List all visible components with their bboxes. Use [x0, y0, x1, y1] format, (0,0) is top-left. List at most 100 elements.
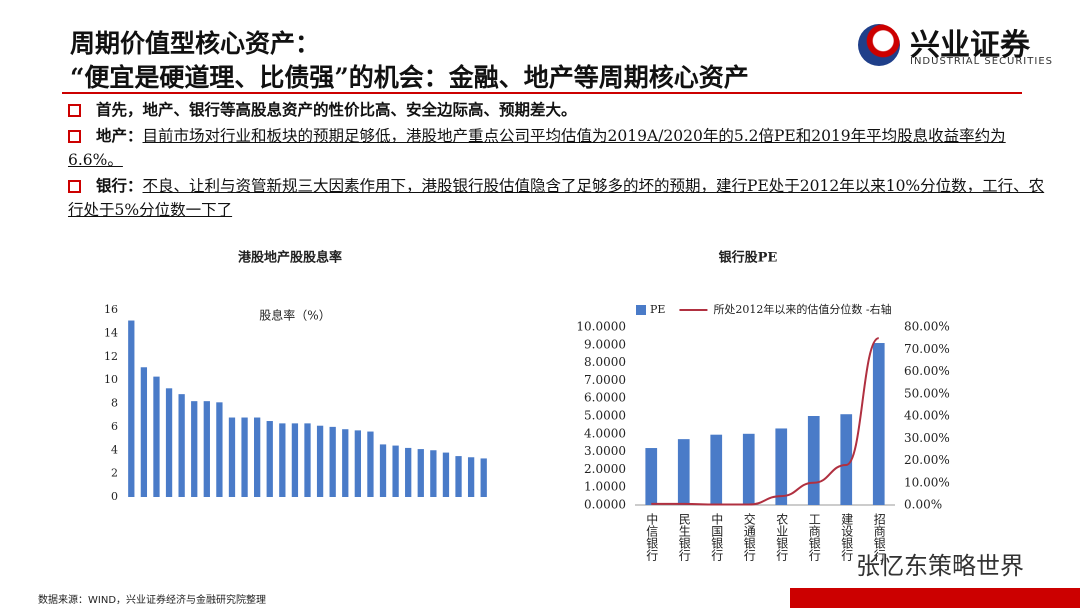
bar	[140, 367, 148, 497]
bar	[480, 458, 487, 497]
bullet: 银行：不良、让利与资管新规三大因素作用下，港股银行股估值隐含了足够多的坏的预期，…	[68, 174, 1053, 222]
bar	[329, 426, 336, 497]
bar	[807, 416, 820, 505]
y-tick-label: 4	[111, 443, 118, 456]
x-tick-label: 民生银行	[677, 513, 691, 561]
x-tick-label: 中国银行	[710, 512, 724, 561]
bar	[710, 434, 723, 505]
legend: 股息率（%）	[259, 308, 330, 323]
bar	[379, 444, 387, 497]
y-tick-label: 16	[104, 303, 118, 316]
y-tick-label: 10.0000	[576, 320, 626, 334]
bullet-text: 目前市场对行业和板块的预期足够低，港股地产重点公司平均估值为2019A/2020…	[68, 127, 1006, 169]
bar	[840, 414, 853, 505]
y2-tick-label: 60.00%	[904, 364, 950, 378]
x-tick-label: 中信银行	[645, 512, 659, 561]
y-tick-label: 10	[104, 373, 118, 386]
legend-label: PE	[650, 303, 665, 316]
bullet-label: 首先，地产、银行等高股息资产的性价比高、安全边际高、预期差大。	[96, 100, 577, 119]
bar	[405, 447, 412, 497]
source: 数据来源：WIND，兴业证券经济与金融研究院整理	[38, 595, 267, 606]
y2-tick-label: 50.00%	[904, 386, 950, 400]
y2-tick-label: 20.00%	[904, 453, 950, 467]
logo-mark	[858, 24, 900, 66]
bar	[228, 417, 236, 497]
bar	[304, 423, 311, 497]
y-tick-label: 6.0000	[584, 391, 626, 405]
bar	[241, 417, 248, 497]
bar	[128, 320, 135, 497]
bar	[291, 423, 299, 497]
bullet-label: 地产：	[96, 126, 143, 145]
bar	[455, 456, 462, 497]
y-tick-label: 12	[104, 350, 118, 363]
y2-tick-label: 30.00%	[904, 431, 950, 445]
bar	[367, 431, 374, 497]
bar	[279, 423, 286, 497]
y-tick-label: 1.0000	[584, 480, 626, 494]
bar	[266, 421, 273, 497]
y2-tick-label: 40.00%	[904, 409, 950, 423]
y-tick-label: 3.0000	[584, 444, 626, 458]
title: “便宜是硬道理、比债强”的机会：金融、地产等周期核心资产	[70, 63, 749, 92]
x-tick-label: 农业银行	[775, 513, 789, 561]
footer-bar	[790, 588, 1080, 608]
bar	[392, 445, 399, 497]
y-tick-label: 14	[104, 326, 118, 339]
x-tick-label: 建设银行	[840, 513, 854, 561]
bar	[254, 417, 261, 497]
y2-tick-label: 0.00%	[904, 498, 942, 512]
y-tick-label: 0.0000	[584, 498, 626, 512]
chart-title: 港股地产股股息率	[238, 250, 342, 266]
legend-label: 所处2012年以来的估值分位数 -右轴	[713, 302, 891, 316]
bullet-label: 银行：	[96, 176, 143, 195]
y-tick-label: 6	[111, 420, 118, 433]
bar	[342, 429, 349, 497]
watermark: 张忆东策略世界	[856, 552, 1024, 580]
y-tick-label: 4.0000	[584, 426, 626, 440]
bar	[742, 433, 755, 505]
x-tick-label: 工商银行	[807, 513, 821, 561]
line	[651, 337, 880, 506]
bar	[316, 425, 324, 497]
bar	[203, 401, 210, 497]
bar	[872, 343, 885, 505]
y-tick-label: 9.0000	[584, 337, 626, 351]
y-tick-label: 8.0000	[584, 355, 626, 369]
y2-tick-label: 70.00%	[904, 342, 950, 356]
title: 周期价值型核心资产：	[70, 29, 321, 58]
logo-en: INDUSTRIAL SECURITIES	[910, 56, 1053, 67]
y-tick-label: 8	[111, 397, 118, 410]
x-tick-label: 招商银行	[872, 513, 886, 561]
y-tick-label: 7.0000	[584, 373, 626, 387]
bar	[178, 394, 185, 497]
legend-swatch	[636, 305, 646, 315]
bar	[677, 439, 690, 505]
y2-tick-label: 80.00%	[904, 320, 950, 334]
bar	[191, 401, 198, 497]
bullet: 首先，地产、银行等高股息资产的性价比高、安全边际高、预期差大。	[68, 98, 1053, 122]
bar	[442, 452, 450, 497]
bar	[645, 448, 658, 505]
bullet: 地产：目前市场对行业和板块的预期足够低，港股地产重点公司平均估值为2019A/2…	[68, 124, 1053, 172]
x-tick-label: 交通银行	[742, 512, 756, 561]
bar	[165, 388, 173, 497]
bar	[775, 428, 788, 505]
y2-tick-label: 10.00%	[904, 475, 950, 489]
chart-title: 银行股PE	[719, 250, 778, 266]
y-tick-label: 2	[111, 467, 118, 480]
bar	[216, 402, 223, 497]
bullet-text: 不良、让利与资管新规三大因素作用下，港股银行股估值隐含了足够多的坏的预期，建行P…	[68, 177, 1045, 219]
logo: 兴业证券	[910, 28, 1030, 63]
y-tick-label: 0	[111, 490, 118, 503]
bar	[430, 450, 437, 497]
rule	[62, 92, 1022, 94]
y-tick-label: 5.0000	[584, 409, 626, 423]
bar	[153, 376, 160, 497]
bar	[417, 449, 424, 497]
bar	[354, 430, 361, 497]
bar	[467, 457, 475, 497]
y-tick-label: 2.0000	[584, 462, 626, 476]
